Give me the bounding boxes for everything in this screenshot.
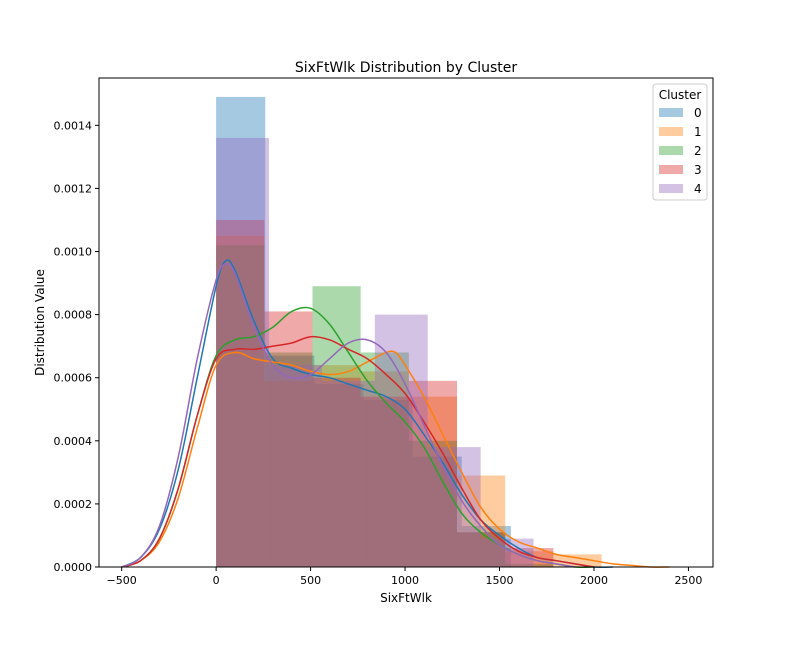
bar-cluster-3-0: [216, 219, 265, 567]
bar-cluster-1-2: [312, 365, 361, 567]
y-tick-label: 0.0004: [54, 435, 93, 448]
x-tick-label: 0: [213, 574, 220, 587]
bar-cluster-0-4: [412, 456, 462, 567]
bar-cluster-3-1: [264, 311, 313, 567]
legend-label-0: 0: [694, 106, 702, 120]
chart-title: SixFtWlk Distribution by Cluster: [295, 60, 518, 76]
bar-cluster-1-0: [216, 235, 265, 568]
y-axis-ticks: 0.0000 0.0002 0.0004 0.0006 0.0008 0.0010 0.00…: [54, 119, 99, 574]
bar-cluster-0-3: [363, 399, 413, 567]
bar-cluster-2-1: [264, 352, 313, 567]
bar-cluster-2-5: [457, 532, 506, 567]
legend-swatch-4: [659, 184, 683, 193]
legend-swatch-1: [659, 127, 683, 136]
y-tick-label: 0.0012: [54, 182, 93, 195]
x-tick-label: 1000: [391, 574, 419, 587]
bar-cluster-1-7: [553, 554, 602, 567]
x-tick-label: 2000: [580, 574, 608, 587]
x-axis-label: SixFtWlk: [380, 591, 432, 605]
y-axis-label: Distribution Value: [33, 269, 47, 376]
legend-swatch-0: [659, 108, 683, 117]
y-tick-label: 0.0010: [54, 246, 93, 259]
legend-label-1: 1: [694, 125, 702, 139]
y-tick-label: 0.0006: [54, 372, 93, 385]
x-tick-label: −500: [107, 574, 137, 587]
legend-frame: [652, 83, 708, 201]
legend: Cluster 0 1 2 3 4: [652, 83, 708, 201]
x-tick-label: 2500: [674, 574, 702, 587]
kde-curves: [121, 259, 670, 568]
bar-cluster-1-3: [360, 371, 409, 567]
bar-cluster-0-1: [265, 355, 315, 567]
kde-line-cluster-1: [121, 350, 670, 568]
legend-label-2: 2: [694, 144, 702, 158]
bar-cluster-3-2: [312, 377, 361, 567]
y-tick-label: 0.0008: [54, 309, 93, 322]
y-tick-label: 0.0014: [54, 119, 93, 132]
bar-cluster-4-0: [216, 137, 270, 567]
x-tick-label: 500: [300, 574, 321, 587]
bar-cluster-2-0: [216, 245, 265, 567]
bar-cluster-2-6: [505, 563, 554, 567]
y-tick-label: 0.0000: [54, 561, 93, 574]
bar-cluster-3-5: [457, 532, 506, 567]
y-tick-label: 0.0002: [54, 498, 93, 511]
legend-title: Cluster: [659, 88, 702, 102]
kde-line-cluster-4: [121, 262, 576, 568]
bar-cluster-4-1: [269, 365, 322, 567]
x-tick-label: 1500: [486, 574, 514, 587]
kde-line-cluster-0: [121, 259, 613, 568]
bar-cluster-0-2: [314, 384, 364, 567]
x-axis-ticks: −500 0 500 1000 1500 2000 2500: [107, 567, 702, 587]
bar-cluster-4-2: [321, 380, 375, 567]
histogram-bars: [216, 96, 602, 568]
legend-swatch-3: [659, 165, 683, 174]
kde-line-cluster-3: [121, 335, 595, 568]
bar-cluster-4-5: [480, 538, 534, 567]
legend-label-4: 4: [694, 182, 702, 196]
bar-cluster-3-3: [360, 396, 409, 567]
plot-frame: [98, 77, 714, 568]
legend-label-3: 3: [694, 163, 702, 177]
bar-cluster-1-1: [264, 380, 313, 567]
bar-cluster-0-0: [216, 96, 266, 568]
legend-swatch-2: [659, 146, 683, 155]
